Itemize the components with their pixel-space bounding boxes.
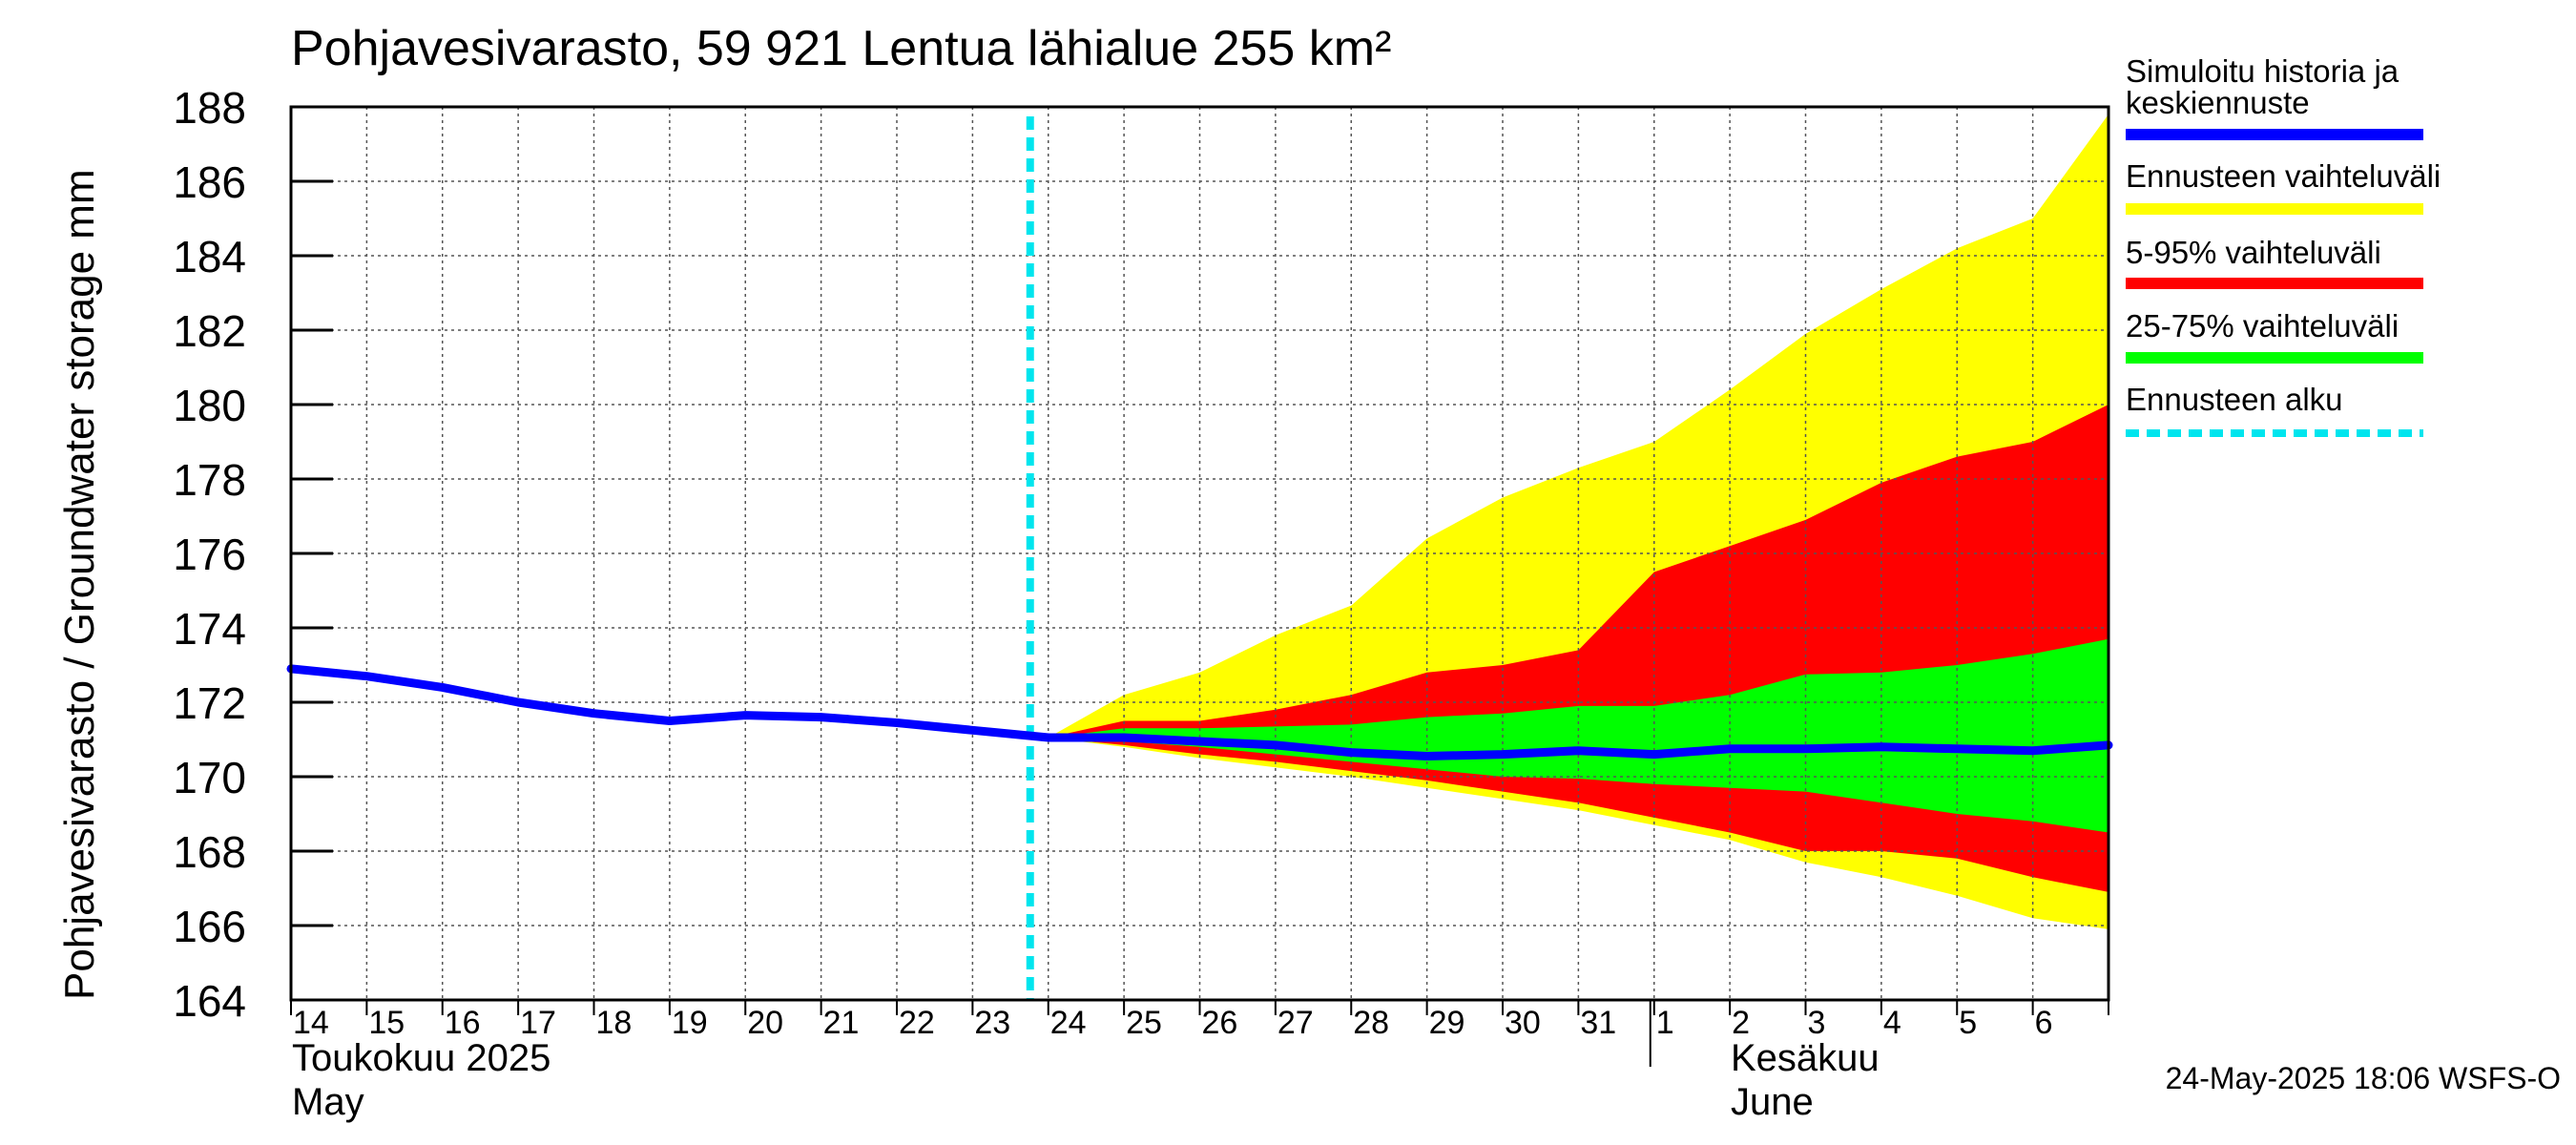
x-tick-label: 3 (1808, 1005, 1826, 1041)
x-tick-label: 15 (368, 1005, 405, 1041)
month-label-may-fi: Toukokuu 2025 (292, 1037, 551, 1079)
x-tick-label: 4 (1883, 1005, 1901, 1041)
y-tick-label: 180 (173, 381, 246, 430)
x-tick-label: 19 (672, 1005, 708, 1041)
x-tick-label: 17 (520, 1005, 556, 1041)
y-axis: 164 166 168 170 172 174 176 178 180 182 184 186 188 (173, 83, 333, 1026)
x-tick-label: 29 (1429, 1005, 1465, 1041)
x-tick-label: 31 (1580, 1005, 1616, 1041)
y-axis-label: Pohjavesivarasto / Groundwater storage m… (56, 169, 103, 1000)
x-tick-label: 5 (1959, 1005, 1977, 1041)
y-tick-label: 184 (173, 232, 246, 281)
y-tick-label: 178 (173, 455, 246, 505)
x-axis: 14 15 16 17 18 19 20 21 22 23 24 25 26 27 28 29 30 31 1 2 3 4… (290, 1000, 2109, 1067)
timestamp-footer: 24-May-2025 18:06 WSFS-O (2166, 1061, 2561, 1095)
month-label-june-en: June (1731, 1081, 1814, 1123)
month-label-june-fi: Kesäkuu (1731, 1037, 1880, 1079)
x-tick-label: 20 (747, 1005, 783, 1041)
x-tick-label: 24 (1050, 1005, 1087, 1041)
x-tick-label: 6 (2035, 1005, 2053, 1041)
x-tick-label: 27 (1278, 1005, 1314, 1041)
x-tick-label: 21 (823, 1005, 860, 1041)
y-tick-label: 164 (173, 976, 246, 1026)
x-tick-label: 2 (1732, 1005, 1750, 1041)
x-tick-label: 28 (1353, 1005, 1389, 1041)
y-tick-label: 170 (173, 753, 246, 802)
x-tick-label: 1 (1656, 1005, 1674, 1041)
chart-title: Pohjavesivarasto, 59 921 Lentua lähialue… (291, 21, 1391, 76)
x-tick-label: 26 (1202, 1005, 1238, 1041)
x-tick-label: 22 (899, 1005, 935, 1041)
x-tick-label: 14 (293, 1005, 329, 1041)
legend-label-25-75: 25-75% vaihteluväli (2126, 308, 2399, 344)
x-tick-label: 18 (596, 1005, 633, 1041)
legend-label-forecast-range: Ennusteen vaihteluväli (2126, 158, 2441, 194)
legend-label-forecast-start: Ennusteen alku (2126, 382, 2343, 417)
legend-label-simulated-line1: Simuloitu historia ja (2126, 53, 2399, 89)
y-tick-label: 188 (173, 83, 246, 133)
chart-legend: Simuloitu historia ja keskiennuste Ennus… (2126, 53, 2441, 437)
x-tick-label: 16 (445, 1005, 481, 1041)
month-label-may-en: May (292, 1081, 364, 1123)
y-tick-label: 174 (173, 604, 246, 654)
legend-label-5-95: 5-95% vaihteluväli (2126, 235, 2381, 270)
series-line-simulated (286, 664, 2113, 760)
x-tick-label: 23 (974, 1005, 1010, 1041)
month-labels: Toukokuu 2025 May Kesäkuu June (292, 1037, 1880, 1123)
x-tick-label: 30 (1505, 1005, 1541, 1041)
y-tick-label: 186 (173, 157, 246, 207)
legend-label-simulated-line2: keskiennuste (2126, 85, 2310, 120)
y-tick-label: 172 (173, 678, 246, 728)
y-tick-label: 168 (173, 827, 246, 877)
x-tick-label: 25 (1126, 1005, 1162, 1041)
y-tick-label: 166 (173, 902, 246, 951)
y-tick-label: 182 (173, 306, 246, 356)
chart-grid (291, 107, 2109, 1000)
y-tick-label: 176 (173, 530, 246, 579)
